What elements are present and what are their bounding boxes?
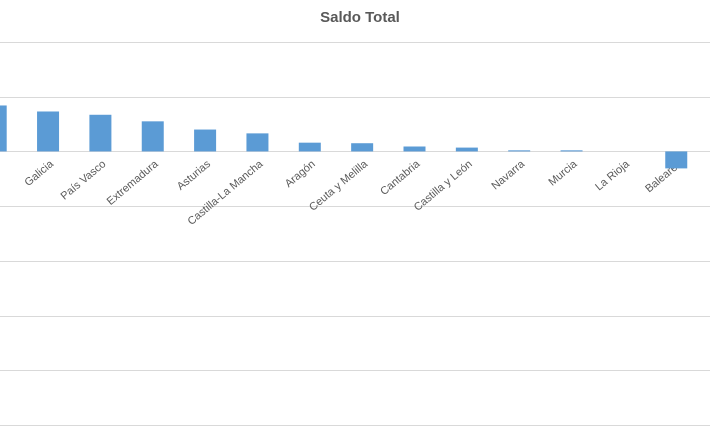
x-tick-label: Galicia <box>23 158 57 189</box>
x-tick-label: Extremadura <box>105 158 162 208</box>
bar <box>89 114 112 152</box>
bar <box>0 105 7 152</box>
chart-title: Saldo Total <box>320 9 400 26</box>
bar <box>246 133 269 152</box>
x-tick-label: Cantabria <box>378 158 423 198</box>
x-tick-label: La Rioja <box>593 158 632 194</box>
bar <box>560 150 583 152</box>
bar <box>455 147 478 152</box>
x-tick-label: Murcia <box>546 158 580 189</box>
x-tick-label: Ceuta y Melilla <box>307 158 371 214</box>
bar <box>141 121 164 152</box>
x-tick-label: País Vasco <box>59 158 109 202</box>
x-tick-label: Aragón <box>283 158 318 190</box>
bar <box>298 142 321 152</box>
bar <box>351 143 374 152</box>
bar <box>508 150 531 152</box>
x-tick-label: Asturias <box>175 158 214 193</box>
bar <box>194 129 217 152</box>
x-tick-label: Navarra <box>489 158 527 193</box>
bar <box>665 151 688 169</box>
bar <box>403 146 426 152</box>
bar <box>37 111 60 152</box>
